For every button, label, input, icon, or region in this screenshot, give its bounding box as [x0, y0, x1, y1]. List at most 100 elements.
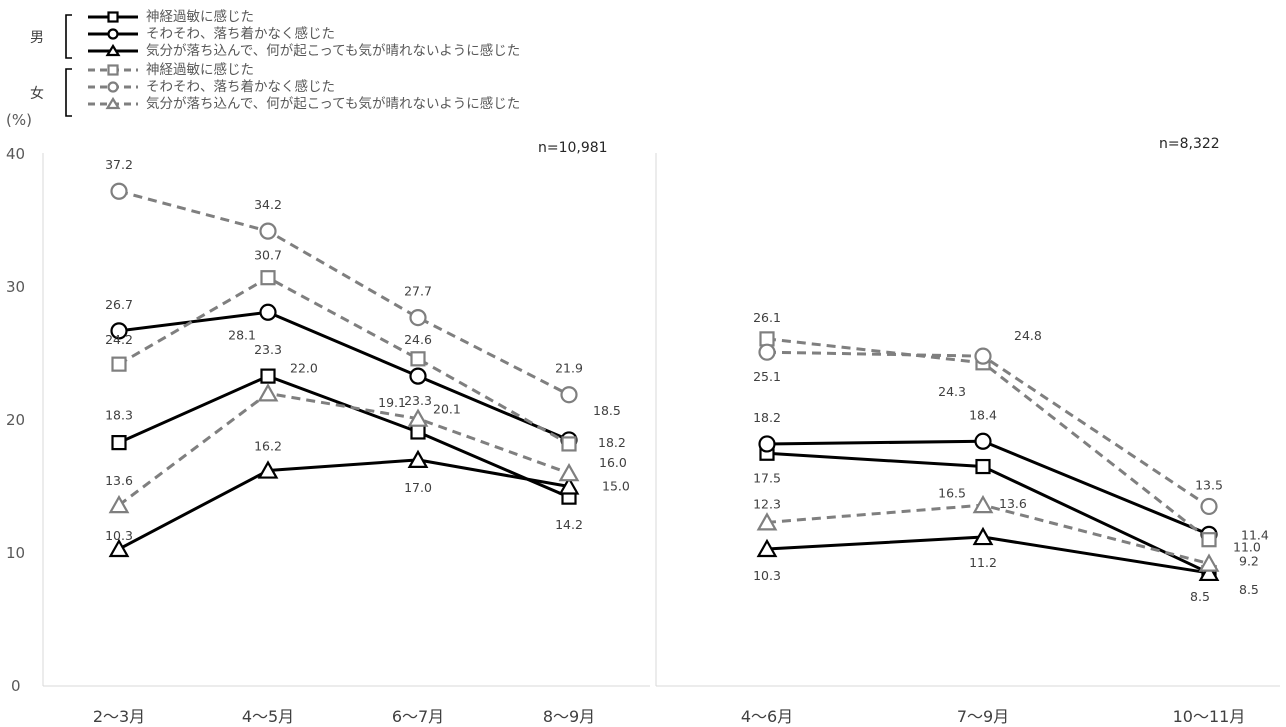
- data-label: 22.0: [290, 360, 318, 375]
- legend-entry-label: 気分が落ち込んで、何が起こっても気が晴れないように感じた: [146, 95, 520, 112]
- legend-bracket-male: [65, 14, 72, 59]
- data-label: 10.3: [753, 568, 781, 583]
- data-label: 37.2: [105, 157, 133, 172]
- data-point-circle: [974, 432, 992, 450]
- data-point-triangle: [407, 449, 429, 468]
- data-label: 10.3: [105, 528, 133, 543]
- data-point-circle: [259, 222, 277, 240]
- data-point-triangle: [257, 460, 279, 479]
- data-label: 16.5: [938, 486, 966, 501]
- data-point-triangle: [756, 512, 778, 531]
- data-point-circle: [409, 367, 427, 385]
- x-tick-label: 10～11月: [1173, 707, 1246, 726]
- panel1-note: n=10,981: [538, 140, 608, 156]
- series-line: [118, 458, 570, 551]
- legend-group-male-label: 男: [30, 30, 44, 46]
- data-point-square: [975, 458, 991, 475]
- data-label: 23.3: [404, 393, 432, 408]
- data-label: 13.6: [999, 496, 1027, 511]
- x-tick-label: 2～3月: [93, 707, 145, 726]
- data-point-triangle: [756, 538, 778, 558]
- data-label: 17.5: [753, 470, 781, 485]
- data-point-square: [410, 424, 426, 440]
- data-point-triangle: [108, 494, 130, 514]
- data-label: 8.5: [1239, 582, 1259, 597]
- y-tick-label: 30: [6, 278, 25, 296]
- x-tick-label: 4～5月: [242, 707, 294, 726]
- data-label: 16.2: [254, 439, 282, 454]
- series-line: [118, 391, 570, 507]
- data-label: 8.5: [1190, 589, 1210, 604]
- legend-marker-square: [107, 11, 119, 23]
- data-label: 12.3: [753, 496, 781, 511]
- legend-marker-circle: [107, 81, 119, 93]
- data-point-circle: [758, 435, 776, 453]
- data-label: 13.5: [1195, 477, 1223, 492]
- data-label: 16.0: [599, 455, 627, 470]
- data-point-square: [561, 436, 577, 452]
- data-point-square: [111, 435, 127, 451]
- panel2-plot: 4～6月 7～9月 10～11月 17.5 16.5 8.5 18.2 18.4 11.4 10.…: [741, 310, 1269, 726]
- data-label: 18.4: [969, 407, 997, 422]
- data-label: 34.2: [254, 197, 282, 212]
- data-label: 21.9: [555, 361, 583, 376]
- series-line: [118, 189, 570, 397]
- data-point-square: [1201, 532, 1217, 548]
- data-point-triangle: [407, 408, 429, 427]
- data-label: 17.0: [404, 480, 432, 495]
- legend-entry-label: そわそわ、落ち着かなく感じた: [146, 25, 335, 42]
- data-point-circle: [1200, 497, 1218, 516]
- data-label: 18.2: [753, 410, 781, 425]
- data-point-circle: [409, 308, 427, 327]
- legend-marker-circle: [107, 28, 119, 40]
- data-label: 24.8: [1014, 328, 1042, 343]
- data-label: 24.2: [105, 332, 133, 347]
- series-line: [118, 374, 570, 499]
- data-label: 15.0: [602, 479, 630, 494]
- data-label: 26.7: [105, 297, 133, 312]
- data-label: 25.1: [753, 369, 781, 384]
- data-point-circle: [259, 303, 277, 321]
- data-label: 18.2: [598, 435, 626, 450]
- legend-entry-label: 気分が落ち込んで、何が起こっても気が晴れないように感じた: [146, 42, 520, 59]
- data-point-circle: [110, 182, 128, 200]
- data-point-triangle: [257, 383, 279, 402]
- legend-group-female-label: 女: [30, 85, 44, 102]
- data-point-square: [260, 368, 276, 384]
- data-label: 30.7: [254, 248, 282, 263]
- data-point-square: [111, 356, 127, 372]
- data-point-triangle: [972, 526, 994, 546]
- data-label: 11.2: [969, 555, 997, 570]
- data-label: 14.2: [555, 517, 583, 532]
- data-point-triangle: [108, 538, 130, 558]
- panel1-plot: 2～3月 4～5月 6～7月 8～9月18.323.319.114.226.728.1…: [93, 157, 630, 726]
- x-tick-label: 8～9月: [543, 707, 595, 726]
- x-tick-label: 7～9月: [957, 707, 1009, 726]
- data-label: 27.7: [404, 284, 432, 299]
- legend-marker-triangle: [105, 96, 121, 110]
- data-label: 19.1: [378, 395, 406, 410]
- data-point-circle: [974, 347, 992, 365]
- data-point-triangle: [558, 462, 580, 482]
- data-point-triangle: [1198, 553, 1220, 572]
- y-tick-label: 40: [6, 145, 25, 163]
- data-label: 26.1: [753, 310, 781, 325]
- series-line: [766, 350, 1210, 508]
- series-line: [118, 276, 570, 446]
- y-tick-label: 10: [6, 544, 25, 562]
- data-point-circle: [110, 322, 128, 340]
- data-label: 11.0: [1233, 540, 1261, 555]
- data-label: 20.1: [433, 402, 461, 417]
- data-label: 18.5: [593, 403, 621, 418]
- panel2-note: n=8,322: [1159, 136, 1220, 152]
- data-label: 24.6: [404, 332, 432, 347]
- data-point-square: [260, 270, 276, 286]
- data-point-triangle: [1198, 562, 1220, 582]
- data-label: 9.2: [1239, 554, 1259, 569]
- data-point-square: [759, 331, 775, 347]
- legend-entry-label: 神経過敏に感じた: [146, 8, 254, 25]
- x-tick-label: 4～6月: [741, 707, 793, 726]
- legend-marker-square: [107, 64, 119, 76]
- legend-entry-label: 神経過敏に感じた: [146, 61, 254, 78]
